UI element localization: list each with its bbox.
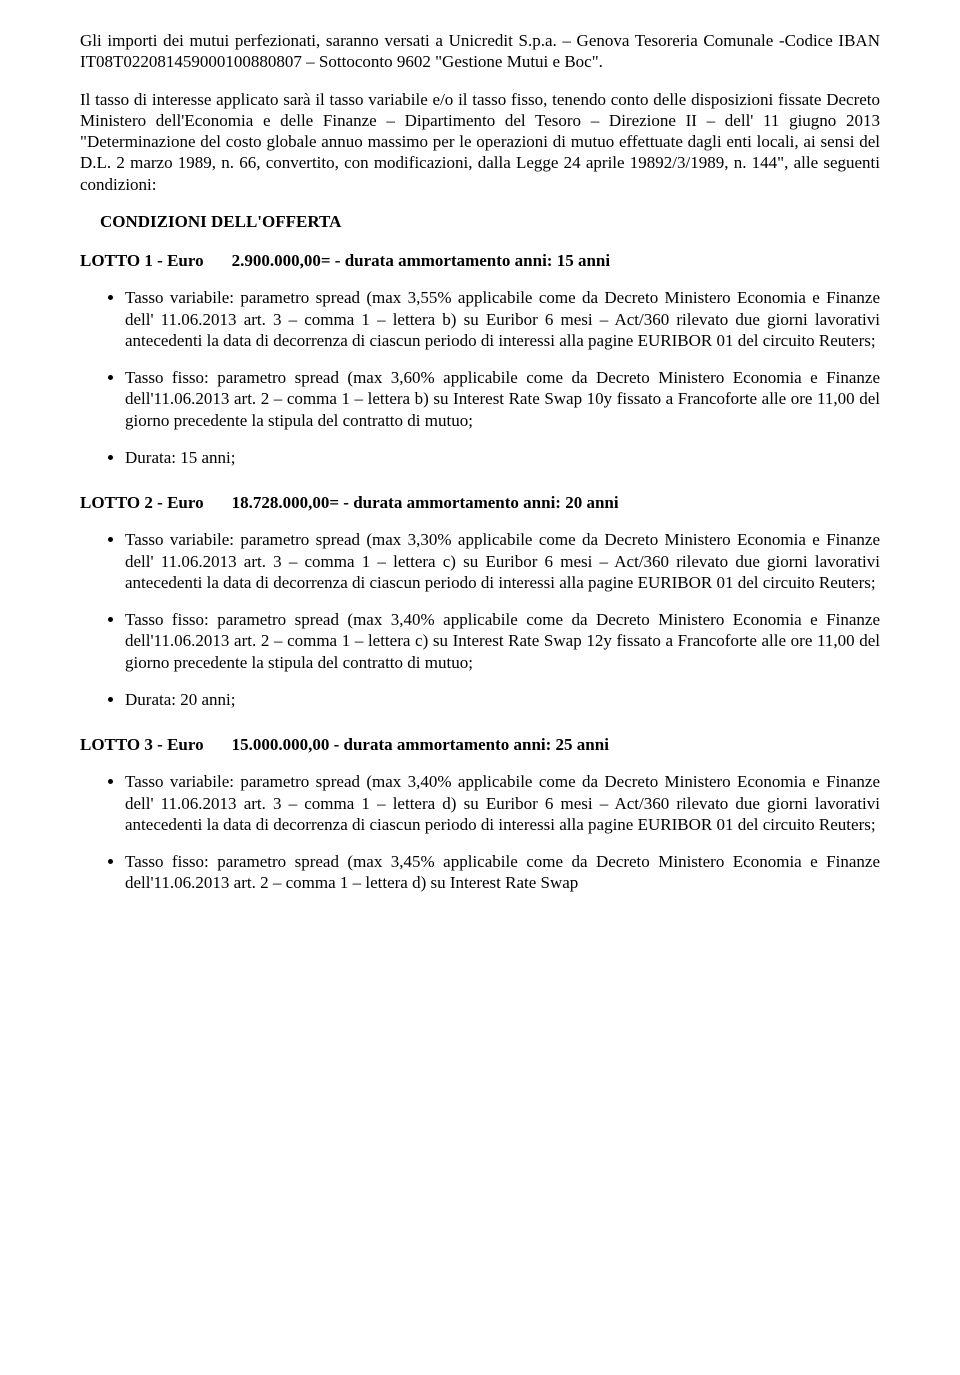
lotto1-bullet-2: Tasso fisso: parametro spread (max 3,60%… xyxy=(125,367,880,431)
offer-conditions-title: CONDIZIONI DELL'OFFERTA xyxy=(80,211,880,232)
lotto2-bullet-2: Tasso fisso: parametro spread (max 3,40%… xyxy=(125,609,880,673)
lotto3-bullet-1: Tasso variabile: parametro spread (max 3… xyxy=(125,771,880,835)
lotto2-list: Tasso variabile: parametro spread (max 3… xyxy=(80,529,880,710)
lotto1-list: Tasso variabile: parametro spread (max 3… xyxy=(80,287,880,468)
lotto1-title-amount: 2.900.000,00= - durata ammortamento anni… xyxy=(232,251,611,270)
lotto1-bullet-3: Durata: 15 anni; xyxy=(125,447,880,468)
lotto1-title: LOTTO 1 - Euro 2.900.000,00= - durata amm… xyxy=(80,250,880,271)
lotto1-bullet-1: Tasso variabile: parametro spread (max 3… xyxy=(125,287,880,351)
lotto2-title-amount: 18.728.000,00= - durata ammortamento ann… xyxy=(232,493,619,512)
lotto2-title-prefix: LOTTO 2 - Euro xyxy=(80,493,204,512)
lotto3-title-prefix: LOTTO 3 - Euro xyxy=(80,735,204,754)
intro-paragraph-2: Il tasso di interesse applicato sarà il … xyxy=(80,89,880,195)
lotto3-bullet-2: Tasso fisso: parametro spread (max 3,45%… xyxy=(125,851,880,894)
lotto2-bullet-1: Tasso variabile: parametro spread (max 3… xyxy=(125,529,880,593)
lotto3-title: LOTTO 3 - Euro 15.000.000,00 - durata amm… xyxy=(80,734,880,755)
lotto3-list: Tasso variabile: parametro spread (max 3… xyxy=(80,771,880,893)
intro-paragraph-1: Gli importi dei mutui perfezionati, sara… xyxy=(80,30,880,73)
document-page: Gli importi dei mutui perfezionati, sara… xyxy=(0,0,960,1375)
lotto1-title-prefix: LOTTO 1 - Euro xyxy=(80,251,204,270)
lotto3-title-amount: 15.000.000,00 - durata ammortamento anni… xyxy=(232,735,609,754)
lotto2-title: LOTTO 2 - Euro 18.728.000,00= - durata am… xyxy=(80,492,880,513)
lotto2-bullet-3: Durata: 20 anni; xyxy=(125,689,880,710)
